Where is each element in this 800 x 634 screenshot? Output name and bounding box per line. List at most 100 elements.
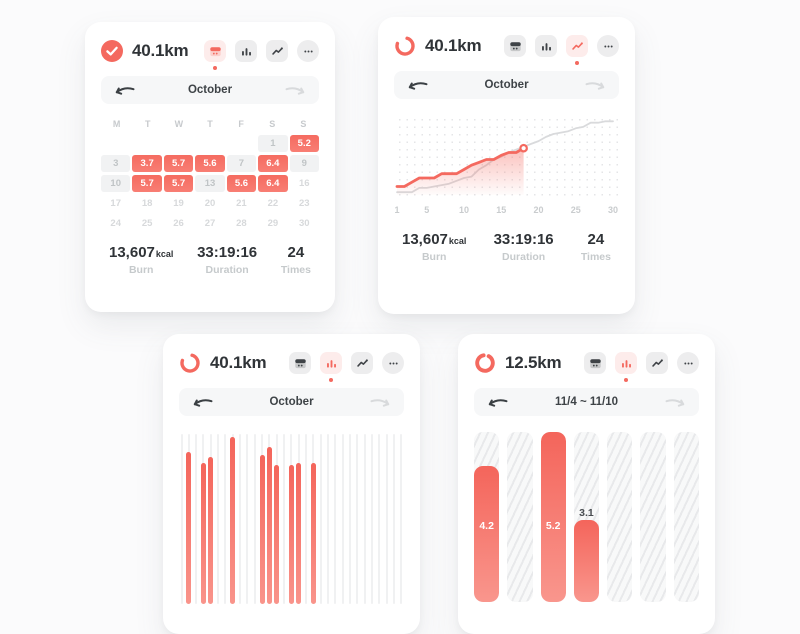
calendar-day-cell[interactable]: 18 [141,198,153,209]
daily-column [200,434,206,604]
active-view-dot [575,61,579,65]
line-chart-view-button[interactable] [266,40,288,62]
prev-period-button[interactable] [406,79,428,91]
calendar-day-cell[interactable]: 10 [101,175,131,192]
line-chart-view-button[interactable] [566,35,588,65]
calendar-day-cell[interactable]: 3 [101,155,131,172]
daily-column [208,434,214,604]
next-period-button[interactable] [285,84,307,96]
calendar-view-button[interactable] [204,40,226,70]
calendar-day-cell[interactable]: 5.6 [226,175,257,192]
calendar-day-cell[interactable]: 9 [289,155,319,172]
line-chart-view-button[interactable] [646,352,668,374]
next-period-button[interactable] [665,396,687,408]
calendar-empty-cell [101,135,130,152]
weekly-distance-bar[interactable] [474,466,500,602]
calendar-day-cell[interactable]: 7 [226,155,257,172]
bar-chart-view-button[interactable] [235,40,257,62]
daily-column [296,434,302,604]
daily-distance-bar[interactable] [296,462,302,604]
progress-ring-icon [475,353,495,373]
daily-distance-bar[interactable] [186,452,192,604]
calendar-day-cell[interactable]: 30 [298,218,310,229]
daily-distance-bar[interactable] [259,454,265,604]
calendar-day-cell[interactable]: 20 [204,198,216,209]
x-tick-label: 25 [570,205,581,215]
calendar-day-cell[interactable]: 25 [141,218,153,229]
calendar-day-cell[interactable]: 19 [173,198,184,209]
bar-chart-icon [621,359,631,368]
bar-chart-view-button[interactable] [320,352,342,382]
times-label: Times [280,264,311,276]
calendar-day-cell[interactable]: 27 [204,218,216,229]
calendar-day-cell[interactable]: 5.6 [195,155,225,172]
active-view-dot [624,378,628,382]
stat-duration: 33:19:16 Duration [494,231,554,263]
daily-track [400,434,403,604]
daily-distance-bar[interactable] [208,457,214,604]
calendar-day-cell[interactable]: 5.7 [132,175,162,192]
line-chart-icon [271,46,283,55]
weekday-label: S [300,118,307,129]
total-distance: 40.1km [132,41,189,60]
calendar-day-cell[interactable]: 6.4 [258,155,288,172]
more-button[interactable] [677,352,699,374]
daily-column [266,434,272,604]
calendar-view-button[interactable] [504,35,526,57]
daily-track [253,434,256,604]
calendar-day-cell[interactable]: 3.7 [132,155,162,172]
bar-chart-view-button[interactable] [535,35,557,57]
calendar-day-cell[interactable]: 24 [110,218,121,229]
calendar-day-cell[interactable]: 5.2 [289,135,319,152]
column-stripe-pattern [673,432,699,602]
calendar-view-button[interactable] [289,352,311,374]
daily-column [230,434,236,604]
prev-period-button[interactable] [191,396,213,408]
calendar-day-cell[interactable]: 22 [267,198,279,209]
line-chart-view-button[interactable] [351,352,373,374]
calendar-day-cell[interactable]: 21 [236,198,247,209]
daily-column [186,434,192,604]
daily-column [340,434,345,604]
more-button[interactable] [382,352,404,374]
period-navigator: 11/4 ~ 11/10 [474,388,699,416]
daily-distance-bar[interactable] [266,447,272,604]
daily-distance-bar[interactable] [274,465,280,604]
calendar-day-cell[interactable]: 16 [298,178,310,189]
card-header: 12.5km [474,334,699,382]
daily-column [333,434,338,604]
times-value: 24 [287,244,305,261]
daily-distance-bar[interactable] [200,462,206,604]
active-view-dot [329,378,333,382]
daily-track [319,434,322,604]
view-switcher [584,352,699,382]
calendar-day-cell[interactable]: 17 [110,198,121,209]
daily-track [385,434,388,604]
calendar-day-cell[interactable]: 1 [258,135,288,152]
daily-distance-bar[interactable] [288,465,294,604]
more-button[interactable] [297,40,319,62]
times-label: Times [580,251,611,263]
weekly-distance-bar[interactable] [540,432,566,602]
calendar-view-button[interactable] [584,352,606,374]
calendar-day-cell[interactable]: 13 [195,175,225,192]
calendar-day-cell[interactable]: 29 [267,218,279,229]
calendar-day-cell[interactable]: 5.7 [163,155,194,172]
prev-period-button[interactable] [486,396,508,408]
more-icon [388,362,398,364]
next-period-button[interactable] [585,79,607,91]
calendar-day-cell[interactable]: 23 [298,198,310,209]
next-period-button[interactable] [370,396,392,408]
prev-period-button[interactable] [113,84,135,96]
daily-distance-bar[interactable] [310,462,316,604]
calendar-day-cell[interactable]: 28 [236,218,247,229]
calendar-day-cell[interactable]: 6.4 [258,175,288,192]
more-button[interactable] [597,35,619,57]
calendar-day-cell[interactable]: 26 [173,218,184,229]
daily-distance-bar[interactable] [230,436,236,604]
weekly-distance-bar[interactable] [573,520,600,602]
bar-chart-view-button[interactable] [615,352,637,382]
daily-track [224,434,227,604]
calendar-day-cell[interactable]: 5.7 [163,175,194,192]
stats-row: 13,607kcal Burn 33:19:16 Duration 24 Tim… [394,231,619,263]
